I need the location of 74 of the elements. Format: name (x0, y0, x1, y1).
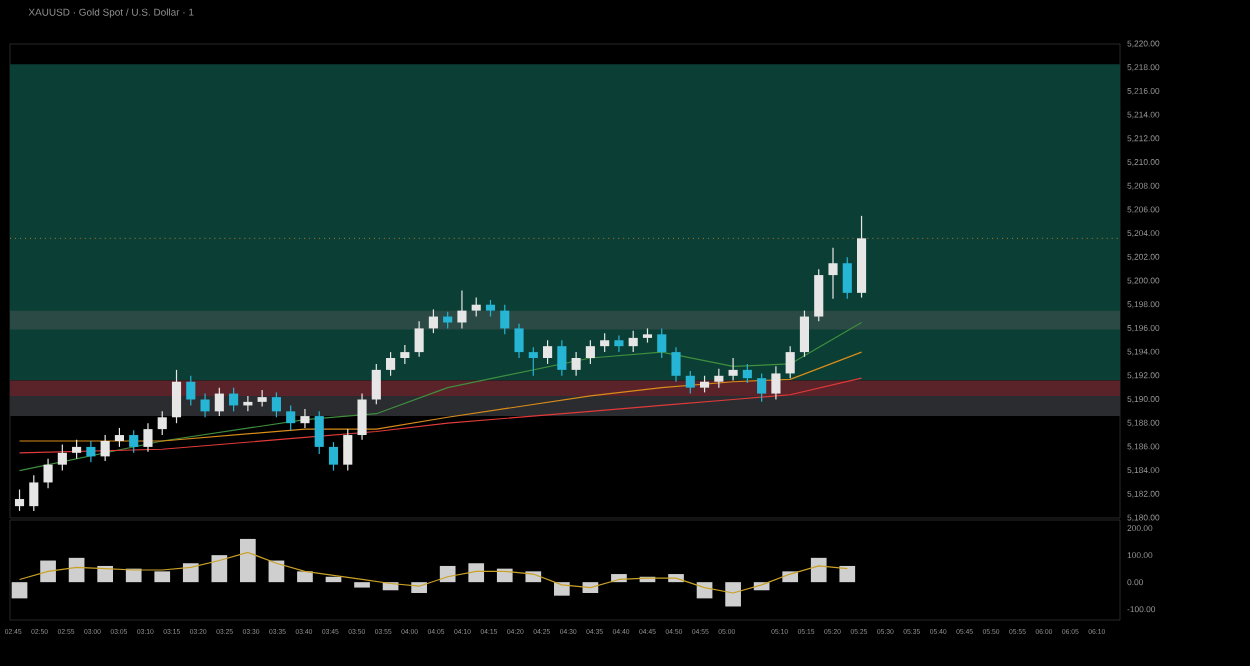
bar (97, 565, 113, 583)
candlestick (43, 458, 53, 489)
candlestick (785, 345, 795, 379)
candlestick (657, 327, 667, 359)
candlestick (143, 422, 153, 453)
candlestick (157, 410, 167, 436)
bar (553, 582, 570, 596)
candlestick (528, 346, 538, 377)
candlestick (414, 320, 424, 358)
candlestick (86, 440, 96, 463)
candlestick (600, 332, 610, 353)
bar (40, 560, 56, 583)
bar (11, 582, 28, 599)
candlestick (628, 330, 638, 353)
candlestick (500, 304, 510, 335)
candlestick (728, 357, 738, 382)
candlestick (229, 387, 239, 412)
candlestick (257, 389, 267, 408)
line-series (18, 321, 863, 472)
candlestick (286, 404, 296, 431)
candlestick (799, 310, 810, 358)
bar (810, 557, 827, 583)
line-series (18, 551, 848, 594)
candlestick (842, 256, 852, 300)
candlestick (557, 339, 567, 377)
bar (68, 557, 85, 583)
candlestick (328, 441, 339, 472)
candlestick (29, 474, 39, 512)
candlestick (271, 391, 281, 418)
candlestick (114, 427, 124, 448)
candlestick (357, 392, 367, 441)
bar (182, 563, 199, 583)
candlestick (428, 308, 438, 334)
bar (468, 563, 485, 583)
candlestick (57, 443, 67, 472)
candlestick (828, 247, 838, 300)
candlestick (614, 334, 624, 353)
candlestick (714, 368, 724, 389)
line-series (18, 351, 863, 442)
candlestick (471, 296, 481, 318)
candlestick (771, 365, 781, 401)
bar (297, 571, 313, 583)
candlestick (129, 429, 139, 454)
candlestick (200, 392, 210, 418)
candlestick (72, 439, 82, 460)
bar (839, 565, 856, 583)
candlestick (14, 488, 25, 512)
candlestick (100, 434, 110, 462)
line-series (18, 377, 863, 454)
candlestick (400, 344, 410, 365)
bar (211, 555, 228, 583)
candlestick (371, 363, 381, 405)
candlestick (585, 339, 595, 365)
candlestick (457, 289, 467, 329)
candlestick (186, 375, 196, 407)
candlestick (757, 372, 767, 403)
bar (725, 582, 741, 607)
candlestick (300, 408, 310, 429)
candlestick (343, 428, 353, 472)
bar (240, 538, 256, 583)
bar (439, 565, 456, 583)
bar (354, 582, 370, 588)
candlestick (171, 369, 182, 424)
candlestick (514, 323, 524, 359)
candlestick (685, 370, 695, 395)
candlestick (314, 410, 324, 455)
bar (154, 571, 171, 583)
candlestick (671, 346, 681, 383)
candlestick (571, 351, 581, 377)
candlestick (386, 351, 396, 377)
candlestick (814, 268, 824, 322)
candlestick (543, 339, 553, 365)
candlestick (742, 363, 752, 384)
candlestick (214, 387, 224, 417)
